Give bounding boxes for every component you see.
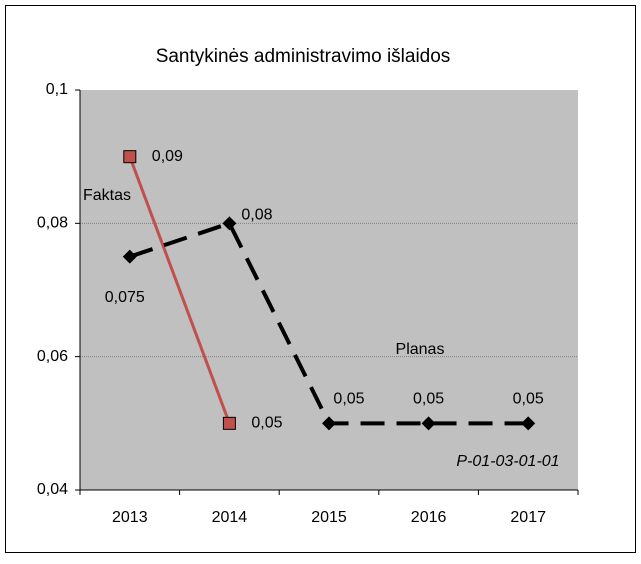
point-marker xyxy=(123,150,137,164)
x-tick-label: 2017 xyxy=(510,509,546,526)
data-label: 0,05 xyxy=(513,391,544,408)
data-label: 0,05 xyxy=(413,391,444,408)
data-label: 0,075 xyxy=(105,289,145,306)
point-marker xyxy=(421,416,436,431)
x-tick-label: 2013 xyxy=(112,509,148,526)
point-marker xyxy=(521,416,536,431)
point-marker xyxy=(222,416,236,430)
y-tick-label: 0,08 xyxy=(37,215,68,232)
x-tick-label: 2014 xyxy=(212,509,248,526)
y-tick-label: 0,04 xyxy=(37,481,68,498)
data-label: 0,08 xyxy=(241,207,272,224)
point-marker xyxy=(222,216,237,231)
series-line xyxy=(128,156,231,424)
annotation: P-01-03-01-01 xyxy=(456,453,559,470)
y-tick-label: 0,06 xyxy=(37,348,68,365)
data-label: 0,05 xyxy=(251,415,282,432)
point-marker xyxy=(122,249,137,264)
y-tick-label: 0,1 xyxy=(46,81,68,98)
point-marker xyxy=(322,416,336,431)
x-tick-label: 2016 xyxy=(411,509,447,526)
x-tick-label: 2015 xyxy=(311,509,347,526)
series-label: Planas xyxy=(396,341,445,358)
data-label: 0,05 xyxy=(333,391,364,408)
series-label: Faktas xyxy=(83,187,131,204)
chart-title: Santykinės administravimo išlaidos xyxy=(156,46,451,67)
data-label: 0,09 xyxy=(152,148,183,165)
